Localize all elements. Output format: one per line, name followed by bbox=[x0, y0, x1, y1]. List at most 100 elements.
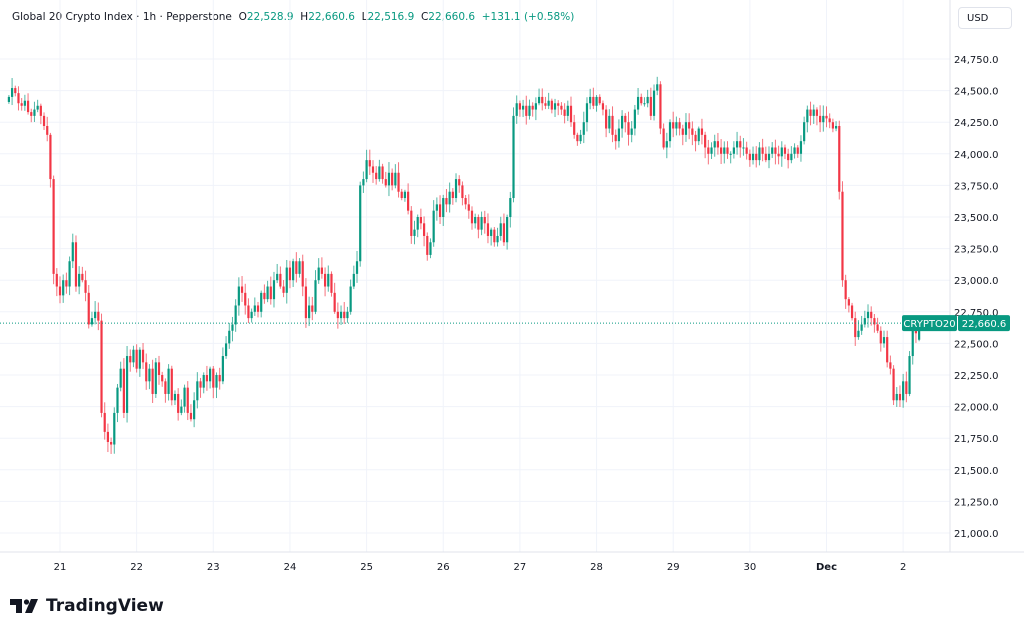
candle-down bbox=[502, 223, 506, 243]
candle-up bbox=[585, 103, 589, 123]
candle-down bbox=[815, 109, 819, 116]
high-label: H bbox=[300, 11, 309, 23]
candle-up bbox=[314, 280, 317, 312]
candle-up bbox=[608, 115, 611, 129]
candle-down bbox=[20, 103, 23, 106]
candle-down bbox=[614, 134, 617, 142]
candle-up bbox=[113, 412, 116, 445]
brand-name: TradingView bbox=[46, 596, 164, 616]
candle-down bbox=[336, 311, 339, 319]
candle-down bbox=[65, 280, 68, 287]
candle-down bbox=[847, 299, 850, 306]
candle-down bbox=[659, 84, 662, 129]
candle-down bbox=[419, 217, 422, 224]
interval[interactable]: 1h bbox=[142, 11, 157, 23]
candle-down bbox=[39, 105, 42, 116]
candle-down bbox=[247, 305, 250, 319]
candle-up bbox=[209, 368, 212, 382]
candle-up bbox=[863, 318, 866, 325]
x-tick-label: 30 bbox=[743, 562, 756, 573]
candle-down bbox=[304, 286, 308, 319]
candle-down bbox=[445, 198, 448, 205]
candle-down bbox=[212, 368, 215, 388]
candle-up bbox=[857, 330, 860, 338]
last-price-box bbox=[958, 315, 1010, 332]
candle-up bbox=[646, 96, 649, 104]
candle-down bbox=[464, 198, 467, 205]
candle-up bbox=[595, 96, 598, 106]
candle-up bbox=[742, 147, 745, 149]
candle-down bbox=[905, 381, 908, 394]
candle-up bbox=[902, 381, 905, 401]
candle-up bbox=[803, 122, 806, 142]
candle-up bbox=[512, 115, 515, 199]
candle-down bbox=[783, 147, 787, 154]
candle-down bbox=[470, 210, 474, 224]
candle-up bbox=[403, 191, 407, 199]
candle-down bbox=[199, 381, 202, 388]
candle-up bbox=[636, 96, 640, 110]
candle-down bbox=[170, 368, 173, 401]
candle-up bbox=[834, 125, 838, 129]
candle-up bbox=[228, 330, 231, 344]
candle-up bbox=[276, 273, 279, 281]
candle-up bbox=[272, 280, 276, 300]
candle-down bbox=[74, 242, 78, 287]
candle-up bbox=[697, 128, 700, 142]
candle-up bbox=[866, 311, 870, 319]
candle-down bbox=[157, 362, 161, 375]
candle-down bbox=[892, 368, 895, 401]
candle-up bbox=[665, 141, 668, 148]
candle-down bbox=[397, 172, 400, 192]
candle-up bbox=[352, 273, 355, 287]
candle-down bbox=[110, 441, 113, 445]
candle-down bbox=[87, 292, 90, 325]
candle-up bbox=[713, 141, 716, 148]
candle-down bbox=[914, 330, 918, 334]
candle-down bbox=[129, 356, 132, 363]
candle-up bbox=[499, 223, 502, 236]
candle-down bbox=[422, 223, 426, 236]
candle-up bbox=[308, 305, 311, 319]
candle-down bbox=[662, 128, 665, 148]
x-tick-label: 27 bbox=[514, 562, 527, 573]
candle-down bbox=[886, 337, 889, 363]
candle-up bbox=[202, 375, 205, 388]
candle-up bbox=[780, 147, 783, 157]
candle-down bbox=[716, 141, 720, 148]
candle-down bbox=[678, 122, 681, 129]
candle-down bbox=[106, 431, 110, 442]
y-tick-label: 24,000.0 bbox=[954, 150, 999, 161]
candle-up bbox=[860, 324, 863, 331]
candle-down bbox=[295, 261, 298, 274]
candle-down bbox=[323, 273, 327, 287]
candle-down bbox=[688, 122, 691, 129]
candle-down bbox=[49, 134, 52, 180]
candle-up bbox=[918, 323, 921, 340]
candle-up bbox=[154, 362, 157, 394]
candle-up bbox=[675, 122, 678, 129]
candle-down bbox=[240, 286, 244, 293]
currency-button[interactable]: USD bbox=[958, 7, 1012, 29]
candle-down bbox=[745, 147, 748, 154]
y-tick-label: 21,000.0 bbox=[954, 529, 999, 540]
candle-up bbox=[767, 153, 771, 161]
tradingview-logo[interactable]: TradingView bbox=[10, 596, 164, 616]
candle-down bbox=[189, 412, 193, 420]
candle-down bbox=[700, 128, 704, 135]
x-tick-label: 23 bbox=[207, 562, 220, 573]
candle-up bbox=[630, 128, 633, 135]
candle-up bbox=[490, 229, 493, 236]
candle-up bbox=[7, 96, 10, 102]
candle-down bbox=[598, 96, 601, 104]
candle-down bbox=[873, 318, 876, 325]
candle-up bbox=[125, 356, 129, 413]
candle-down bbox=[720, 147, 723, 154]
y-tick-label: 22,750.0 bbox=[954, 308, 999, 319]
candle-up bbox=[448, 191, 451, 205]
candle-down bbox=[649, 96, 652, 116]
y-tick-label: 22,250.0 bbox=[954, 371, 999, 382]
x-tick-label: 24 bbox=[284, 562, 297, 573]
candle-down bbox=[560, 105, 563, 110]
